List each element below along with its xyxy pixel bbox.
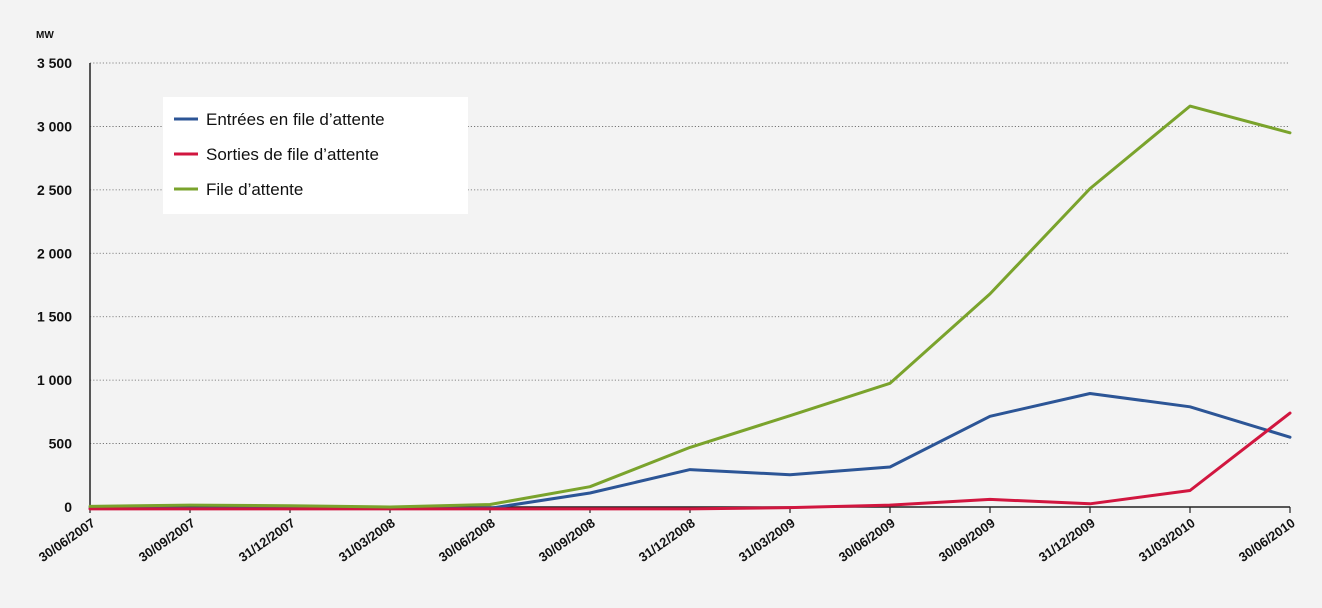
series-line-3 [88,104,1292,509]
legend: Entrées en file d’attente Sorties de file… [163,97,468,214]
y-tick-label: 500 [49,436,73,452]
series-lines [88,104,1292,511]
y-tick-label: 2 500 [37,182,72,198]
y-tick-label: 3 500 [37,55,72,71]
y-tick-label: 0 [64,499,72,515]
legend-label: File d’attente [206,180,303,199]
y-tick-label: 3 000 [37,118,72,134]
legend-box [163,97,468,214]
y-tick-label: 2 000 [37,245,72,261]
legend-label: Sorties de file d’attente [206,145,379,164]
legend-label: Entrées en file d’attente [206,110,385,129]
y-tick-labels: 0 500 1 000 1 500 2 000 2 500 3 000 3 500 [37,55,72,515]
series-line-2 [88,411,1292,511]
y-unit-label: MW [36,30,54,41]
y-tick-label: 1 500 [37,309,72,325]
y-tick-label: 1 000 [37,372,72,388]
